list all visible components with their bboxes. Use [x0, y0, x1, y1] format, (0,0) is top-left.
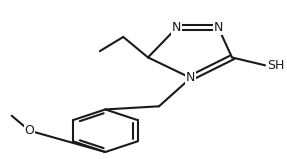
- Text: N: N: [214, 21, 223, 34]
- Text: SH: SH: [267, 59, 285, 72]
- Text: N: N: [172, 21, 182, 34]
- Text: O: O: [25, 124, 34, 137]
- Text: N: N: [186, 71, 195, 84]
